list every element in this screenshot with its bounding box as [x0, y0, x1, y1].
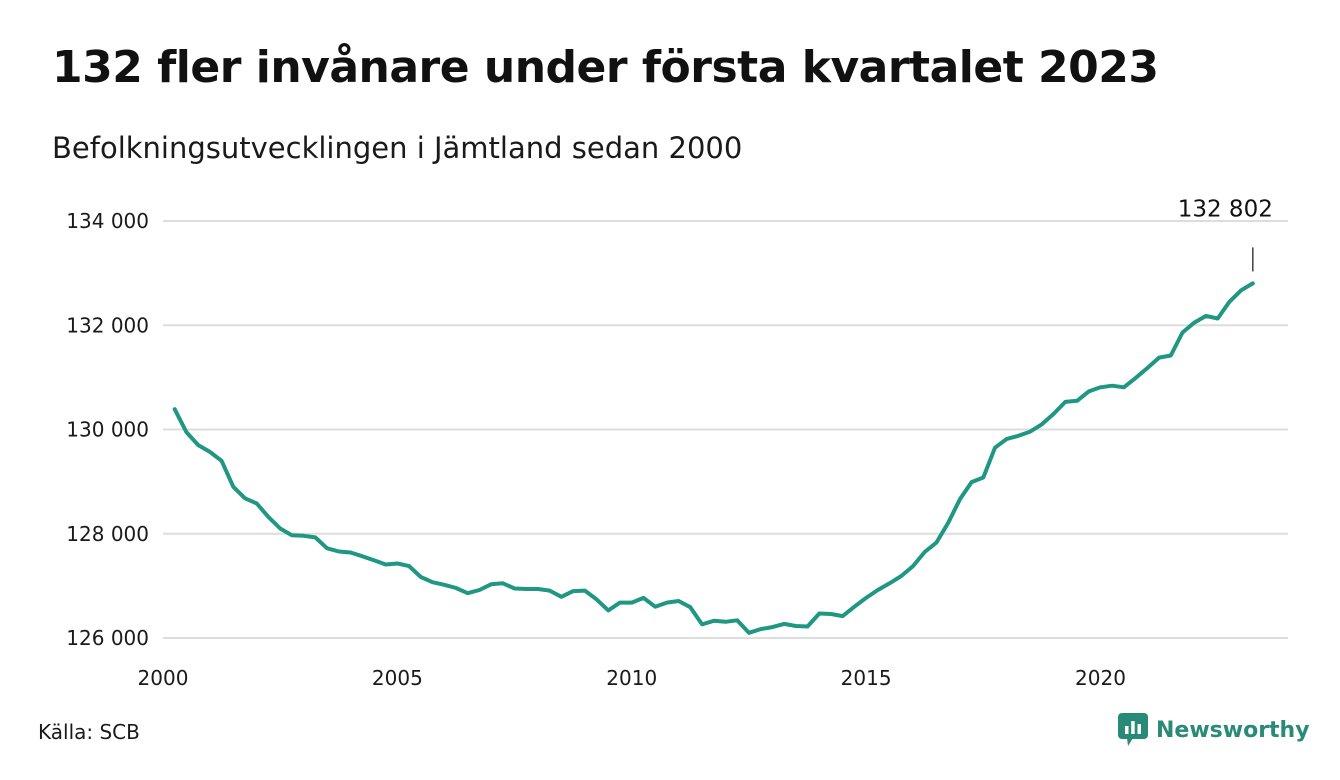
y-tick-label: 130 000 [66, 418, 149, 442]
x-tick-label: 2000 [138, 666, 189, 690]
chart-title: 132 fler invånare under första kvartalet… [52, 42, 1159, 93]
series-line [172, 281, 1255, 635]
chart-subtitle: Befolkningsutvecklingen i Jämtland sedan… [52, 131, 743, 165]
bar-chart-speech-bubble-icon [1118, 713, 1148, 746]
x-tick-label: 2020 [1075, 666, 1126, 690]
source-note: Källa: SCB [38, 720, 140, 744]
x-tick-label: 2005 [372, 666, 423, 690]
y-tick-label: 126 000 [66, 626, 149, 650]
y-tick-label: 128 000 [66, 522, 149, 546]
x-tick-label: 2015 [841, 666, 892, 690]
x-tick-label: 2010 [606, 666, 657, 690]
annotation-label: 132 802 [1178, 196, 1273, 222]
brand: Newsworthy [1118, 713, 1310, 747]
brand-name: Newsworthy [1156, 717, 1310, 743]
y-tick-label: 132 000 [66, 313, 149, 337]
y-tick-label: 134 000 [66, 209, 149, 233]
